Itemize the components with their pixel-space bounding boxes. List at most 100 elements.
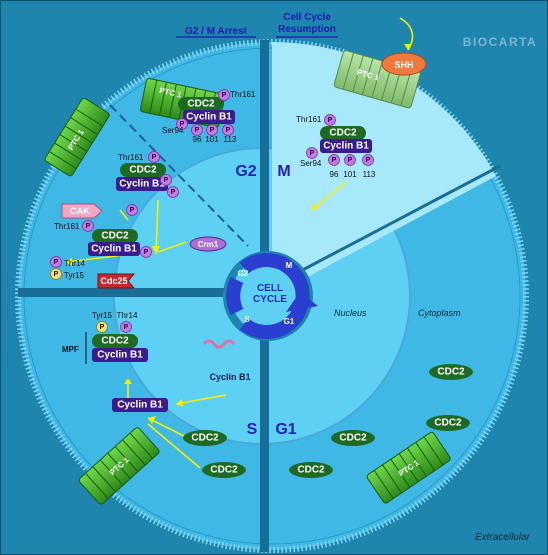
svg-text:P: P: [332, 157, 337, 164]
site-113-a: 113: [224, 135, 237, 144]
svg-text:P: P: [54, 259, 59, 266]
cdc2-label: CDC2: [101, 231, 129, 242]
hub-m-label: M: [286, 261, 293, 270]
hub-g2-label: G2: [238, 269, 249, 278]
cyclin-b1-cytoplasmic-label: Cyclin B1: [117, 400, 163, 411]
cak-kinase: [61, 203, 103, 219]
arrow-crm1-export: [157, 241, 187, 253]
free-cdc2-group: CDC2 CDC2 CDC2 CDC2 CDC2 CDC2: [183, 364, 473, 478]
phase-m-label: M: [277, 163, 290, 180]
site-tyr15-d: Tyr15: [64, 271, 85, 280]
svg-text:P: P: [226, 127, 231, 134]
cdc2-label: CDC2: [101, 336, 129, 347]
cdc25-phosphatase: [97, 273, 136, 289]
phospho-cak: [126, 204, 138, 216]
site-96-a: 96: [193, 135, 202, 144]
resumption-heading-1: Cell Cycle: [283, 12, 331, 23]
site-101-a: 101: [205, 135, 219, 144]
site-thr161-a: Thr161: [230, 90, 256, 99]
svg-text:P: P: [310, 150, 315, 157]
arrow-to-p: [65, 254, 125, 263]
site-96-b: 96: [330, 170, 339, 179]
nucleus-label: Nucleus: [334, 308, 367, 318]
cell-cycle-hub: [223, 251, 318, 341]
resumption-heading-2: Resumption: [278, 24, 336, 35]
cyclin-b1-label: Cyclin B1: [119, 179, 165, 190]
phase-g2-label: G2: [235, 163, 256, 180]
cdc2-free-3: CDC2: [339, 433, 367, 444]
mitosis-wedge: [272, 42, 496, 296]
svg-text:P: P: [180, 121, 185, 128]
cyclin-b1-mrna: [202, 339, 236, 349]
ptc1-receptor-shh-bound: PTC 1: [333, 50, 421, 109]
phospho-thr14-mpf: [120, 321, 132, 333]
cell-cycle-label-1: CELL: [257, 283, 283, 294]
cdc2-label: CDC2: [129, 165, 157, 176]
svg-text:P: P: [171, 189, 176, 196]
shh-ligand: [381, 52, 427, 76]
svg-text:P: P: [328, 117, 333, 124]
cdc2-free-1: CDC2: [191, 433, 219, 444]
cdc2-free-6: CDC2: [434, 418, 462, 429]
site-113-b: 113: [363, 170, 376, 179]
cyclin-b1-label: Cyclin B1: [186, 112, 232, 123]
site-ser94-a: Ser94: [162, 126, 184, 135]
site-thr161-c: Thr161: [118, 153, 144, 162]
extracellular-label: Extracellular: [475, 532, 531, 543]
arrow-cak: [119, 209, 129, 221]
phase-s-label: S: [247, 421, 258, 438]
complex-m-resumption: CDC2 Cyclin B1: [320, 126, 372, 153]
complex-g2-inactive: CDC2 Cyclin B1: [88, 229, 140, 256]
cyclin-b1-label: Cyclin B1: [97, 350, 143, 361]
arrow-cdc2-a: [147, 417, 187, 438]
arrow-cyclin-export: [175, 394, 227, 405]
phospho-tyr15-mpf: [96, 321, 108, 333]
site-thr14-mpf: Thr14: [117, 311, 138, 320]
svg-text:P: P: [54, 271, 59, 278]
svg-text:P: P: [348, 157, 353, 164]
phospho-group-b: P P P P P: [306, 114, 374, 166]
svg-text:P: P: [144, 249, 149, 256]
hub-s-label: S: [244, 315, 250, 324]
svg-text:P: P: [152, 154, 157, 161]
cell-cycle-label-2: CYCLE: [253, 294, 287, 305]
cyclin-b1-nuclear-label: Cyclin B1: [209, 372, 250, 382]
ptc1-receptor-left: PTC 1: [44, 97, 110, 177]
cytoplasm-label: Cytoplasm: [418, 308, 461, 318]
cyclin-b1-label: Cyclin B1: [323, 141, 369, 152]
site-thr14-d: Thr14: [64, 259, 85, 268]
pathway-arrows: [65, 17, 414, 469]
cdc2-label: CDC2: [187, 99, 215, 110]
cdc25-label: Cdc25: [100, 276, 127, 286]
phospho-group-a: P P P P P: [176, 89, 234, 136]
cdc2-free-5: CDC2: [437, 367, 465, 378]
site-thr161-d: Thr161: [54, 222, 80, 231]
site-101-b: 101: [343, 170, 357, 179]
ptc1-receptor-bottom-right: PTC 1: [366, 431, 451, 504]
phospho-cak-label: P: [130, 207, 135, 214]
svg-text:P: P: [164, 177, 169, 184]
arrow-heads: [66, 44, 412, 424]
cdc2-label: CDC2: [329, 128, 357, 139]
cdc2-free-2: CDC2: [210, 465, 238, 476]
mpf-complex: CDC2 Cyclin B1: [85, 332, 148, 364]
svg-text:P: P: [222, 92, 227, 99]
cyclin-b1-label: Cyclin B1: [91, 244, 137, 255]
complex-g2-arrest: CDC2 Cyclin B1: [178, 97, 235, 124]
phospho-group-d: P P P P: [50, 220, 152, 280]
phase-g1-label: G1: [275, 421, 296, 438]
mpf-label: MPF: [62, 345, 79, 354]
crm1-label: Crm1: [198, 240, 219, 249]
svg-text:P: P: [210, 127, 215, 134]
arrow-cdc2-b: [147, 423, 201, 469]
site-thr161-b: Thr161: [296, 115, 322, 124]
cyclin-b1-cytoplasmic: [112, 398, 168, 412]
ptc1-receptor-bottom-left: PTC 1: [78, 427, 160, 505]
site-tyr15-mpf: Tyr15: [92, 311, 113, 320]
shh-label: SHH: [394, 60, 413, 70]
phospho-tyr15-mpf-label: P: [100, 324, 105, 331]
cak-label: CAK: [70, 206, 90, 216]
crm1-exportin: [189, 236, 227, 252]
